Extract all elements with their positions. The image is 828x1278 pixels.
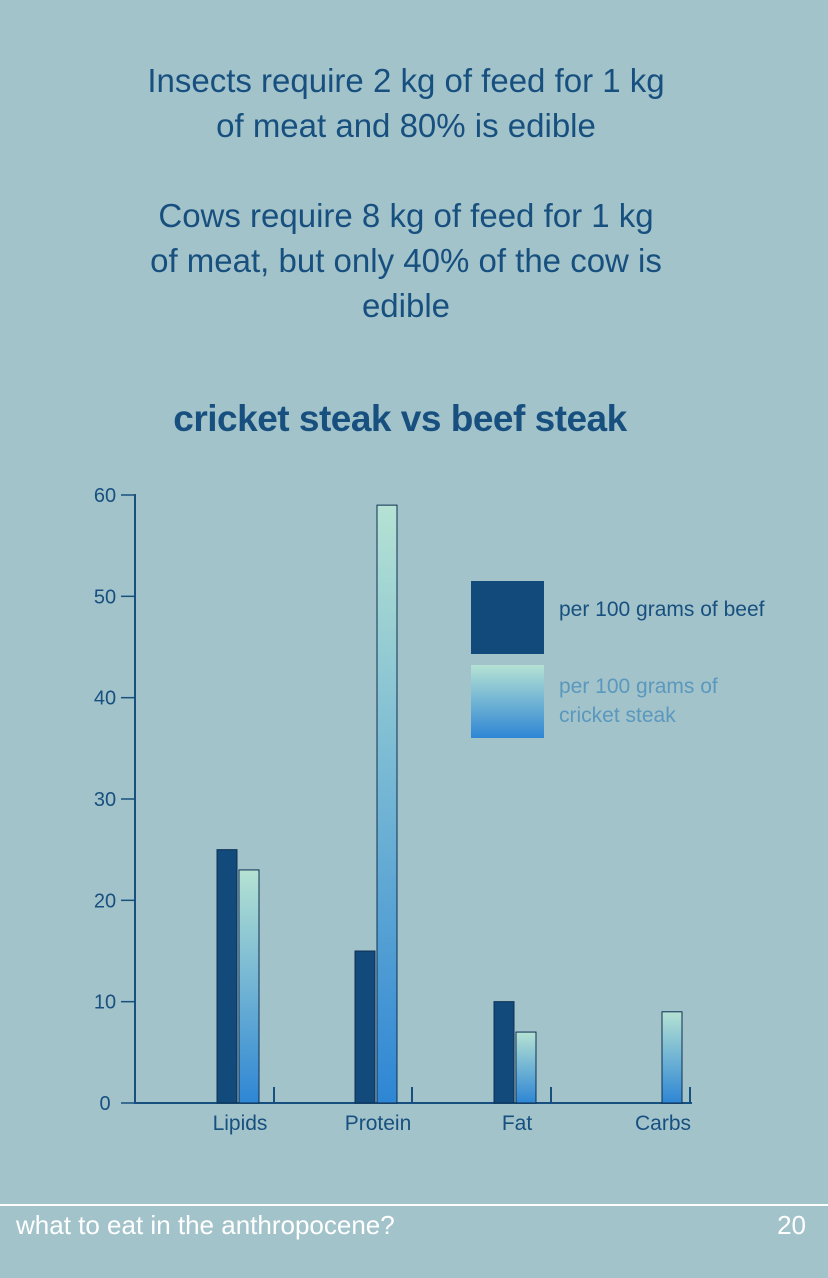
chart-labels: Lipids Protein Fat Carbs <box>213 1112 691 1135</box>
bar-beef-lipids <box>216 849 238 1104</box>
bar-chart: 0 10 20 30 40 50 60 Lipids Protein Fat Carbs per … <box>94 485 765 1135</box>
bar-cricket-protein <box>376 504 398 1104</box>
footer-divider <box>0 1204 828 1206</box>
y-tick-label: 40 <box>94 688 116 710</box>
book-title: what to eat in the anthropocene? <box>16 1210 395 1240</box>
x-category-label: Fat <box>502 1112 533 1135</box>
y-tick-label: 50 <box>94 586 116 608</box>
insects-statement: Insects require 2 kg of feed for 1 kg of… <box>147 62 665 144</box>
y-tick-label: 20 <box>94 890 116 912</box>
intro-text: Insects require 2 kg of feed for 1 kg of… <box>0 58 812 328</box>
legend-label-beef: per 100 grams of beef <box>559 598 765 621</box>
cows-statement: Cows require 8 kg of feed for 1 kg of me… <box>150 197 662 324</box>
x-category-label: Carbs <box>635 1112 691 1135</box>
page-number: 20 <box>777 1210 806 1240</box>
y-tick-label: 30 <box>94 789 116 811</box>
bar-cricket-carbs <box>661 1011 683 1104</box>
x-category-label: Protein <box>345 1112 412 1135</box>
chart-title: cricket steak vs beef steak <box>173 398 627 439</box>
bar-beef-protein <box>354 950 376 1104</box>
y-tick-label: 60 <box>94 485 116 507</box>
legend-label-cricket: per 100 grams of cricket steak <box>559 675 718 727</box>
legend-swatch-cricket <box>471 665 544 738</box>
x-category-label: Lipids <box>213 1112 268 1135</box>
y-tick-label: 0 <box>99 1093 110 1115</box>
bar-cricket-lipids <box>238 869 260 1104</box>
bar-cricket-fat <box>515 1031 537 1104</box>
y-tick-label: 10 <box>94 992 116 1014</box>
bar-beef-fat <box>493 1001 515 1104</box>
chart-legend: per 100 grams of beef per 100 grams of cri… <box>471 581 765 738</box>
chart-bars <box>216 504 683 1104</box>
legend-swatch-beef <box>471 581 544 654</box>
